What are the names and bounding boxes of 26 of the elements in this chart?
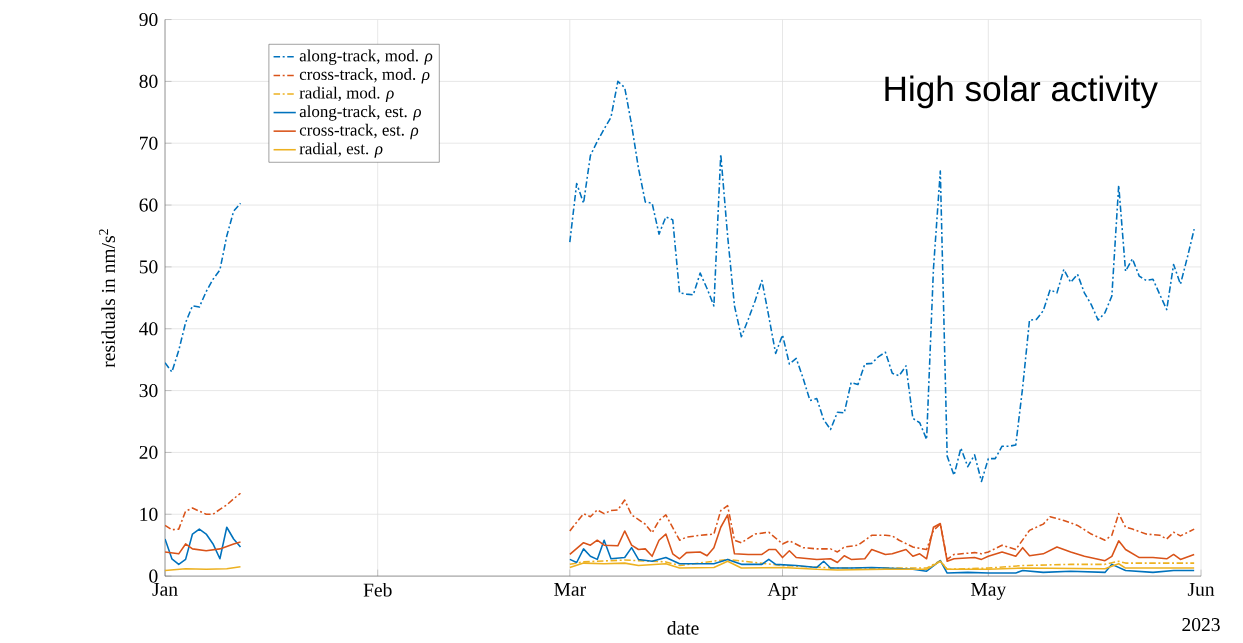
annotation: High solar activity (885, 75, 1158, 109)
y-tick-label: 30 (139, 384, 158, 398)
y-tick-label: 70 (140, 136, 158, 151)
x-tick-label: Jun (1187, 583, 1215, 597)
y-tick-label: 60 (139, 198, 158, 212)
x-tick-label: Jan (152, 583, 178, 597)
y-tick-label: 40 (139, 322, 158, 336)
legend-label: along-track, mod. ρ (299, 49, 433, 66)
x-tick-label: Feb (363, 583, 392, 597)
x-tick-label: Mar (554, 583, 586, 597)
y-tick-label: 0 (149, 569, 158, 583)
y-tick-label: 90 (139, 13, 158, 27)
legend-label: along-track, est. ρ (299, 105, 421, 121)
x-axis-title: date (667, 621, 699, 635)
y-axis-title: residuals in nm/s$^{2}$ (98, 229, 116, 368)
legend-label: radial, mod. ρ (299, 86, 394, 103)
text: 2023 (1182, 618, 1220, 632)
x-tick-label: May (971, 583, 1007, 601)
y-tick-label: 50 (139, 260, 158, 274)
legend-label: cross-track, mod. ρ (299, 68, 430, 84)
x-tick-label: Apr (767, 583, 798, 601)
y-tick-label: 80 (139, 75, 158, 89)
y-tick-label: 10 (140, 507, 158, 522)
legend-label: cross-track, est. ρ (299, 124, 419, 140)
legend-label: radial, est. ρ (299, 142, 383, 158)
y-tick-label: 20 (139, 446, 158, 460)
